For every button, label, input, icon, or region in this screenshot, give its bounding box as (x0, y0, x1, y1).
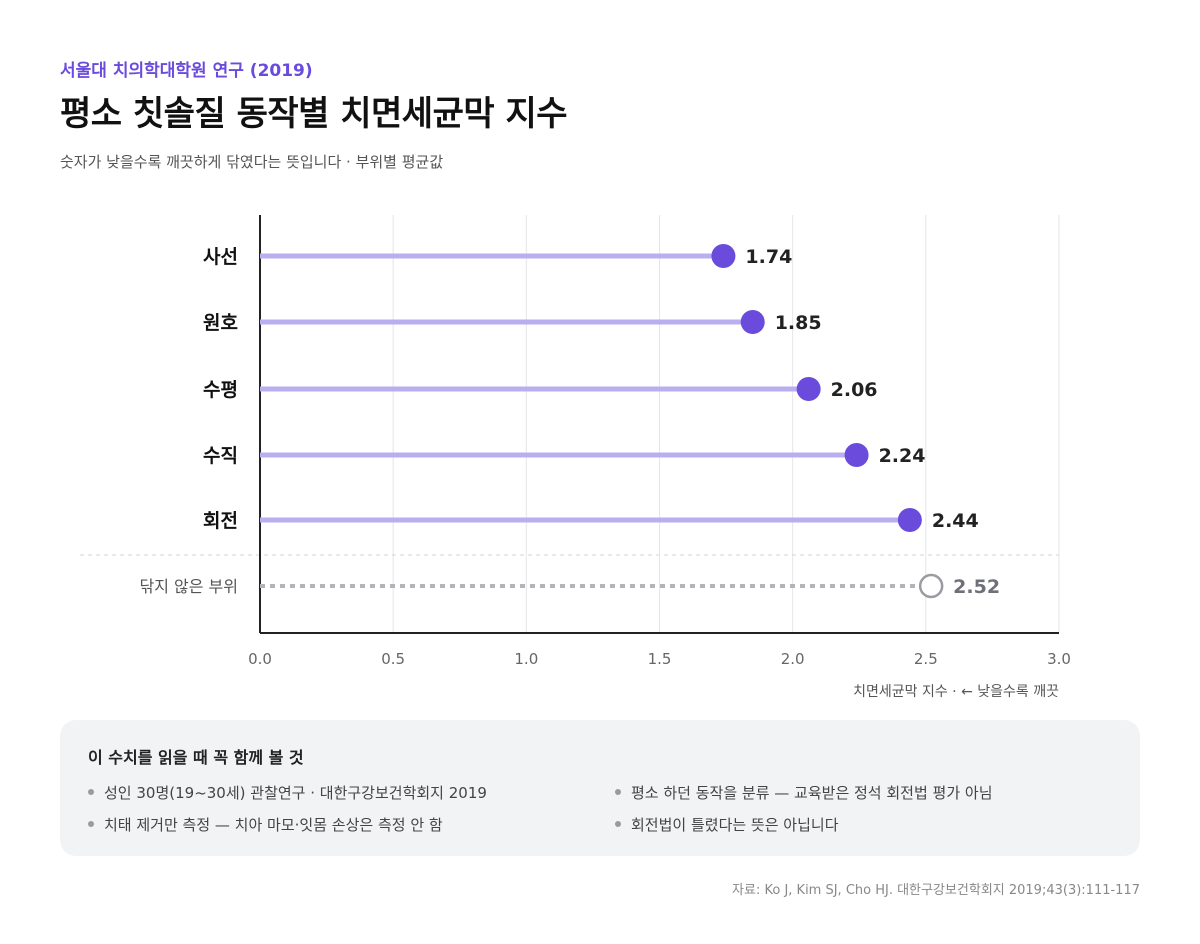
bullet-icon (615, 788, 621, 795)
value-label: 2.24 (879, 445, 926, 467)
lollipop-dot (711, 244, 736, 268)
note-item: 성인 30명(19~30세) 관찰연구 · 대한구강보건학회지 2019 (88, 782, 487, 803)
reference-dot (918, 573, 944, 599)
lollipop-chart: 0.0 0.5 1.0 1.5 2.0 2.5 3.0 사선 1.74 원호 1.85 수평 2.06 수… (80, 215, 1071, 700)
x-tick-label: 1.5 (648, 650, 672, 668)
lollipop-dot (844, 443, 869, 467)
x-tick-label: 1.0 (514, 650, 538, 668)
category-label: 회전 (203, 510, 238, 532)
value-label: 2.44 (932, 510, 979, 532)
note-text: 성인 30명(19~30세) 관찰연구 · 대한구강보건학회지 2019 (104, 784, 487, 802)
value-label: 1.74 (745, 246, 792, 268)
category-label: 사선 (203, 246, 238, 268)
lollipop-dot (796, 377, 821, 401)
x-tick-label: 2.5 (914, 650, 938, 668)
source-citation: 자료: Ko J, Kim SJ, Cho HJ. 대한구강보건학회지 2019… (732, 883, 1140, 898)
note-item: 치태 제거만 측정 — 치아 마모·잇몸 손상은 측정 안 함 (88, 814, 443, 835)
category-label: 수직 (203, 445, 238, 467)
notes-box: 이 수치를 읽을 때 꼭 함께 볼 것 성인 30명(19~30세) 관찰연구 … (60, 720, 1140, 856)
x-axis-title: 치면세균막 지수 · ← 낮을수록 깨끗 (853, 684, 1059, 700)
x-tick-label: 0.5 (381, 650, 405, 668)
x-tick-label: 3.0 (1047, 650, 1071, 668)
x-tick-label: 2.0 (781, 650, 805, 668)
note-text: 회전법이 틀렸다는 뜻은 아닙니다 (631, 816, 839, 834)
note-item: 회전법이 틀렸다는 뜻은 아닙니다 (615, 814, 839, 835)
note-text: 치태 제거만 측정 — 치아 마모·잇몸 손상은 측정 안 함 (104, 816, 443, 834)
note-text: 평소 하던 동작을 분류 — 교육받은 정석 회전법 평가 아님 (631, 784, 993, 802)
chart-subtitle: 숫자가 낮을수록 깨끗하게 닦였다는 뜻입니다 · 부위별 평균값 (60, 153, 444, 171)
x-tick-label: 0.0 (248, 650, 272, 668)
reference-value-label: 2.52 (953, 576, 1000, 598)
value-label: 2.06 (831, 379, 878, 401)
category-label: 원호 (203, 312, 238, 334)
lollipop-dot (740, 310, 765, 334)
bullet-icon (615, 820, 621, 827)
reference-label: 닦지 않은 부위 (140, 577, 239, 596)
lollipop-dot (897, 508, 922, 532)
kicker-label: 서울대 치의학대학원 연구 (2019) (60, 61, 313, 81)
notes-title: 이 수치를 읽을 때 꼭 함께 볼 것 (88, 748, 304, 767)
value-label: 1.85 (775, 312, 822, 334)
chart-title: 평소 칫솔질 동작별 치면세균막 지수 (60, 94, 568, 134)
category-label: 수평 (203, 379, 238, 401)
bullet-icon (88, 820, 94, 827)
bullet-icon (88, 788, 94, 795)
note-item: 평소 하던 동작을 분류 — 교육받은 정석 회전법 평가 아님 (615, 782, 993, 803)
